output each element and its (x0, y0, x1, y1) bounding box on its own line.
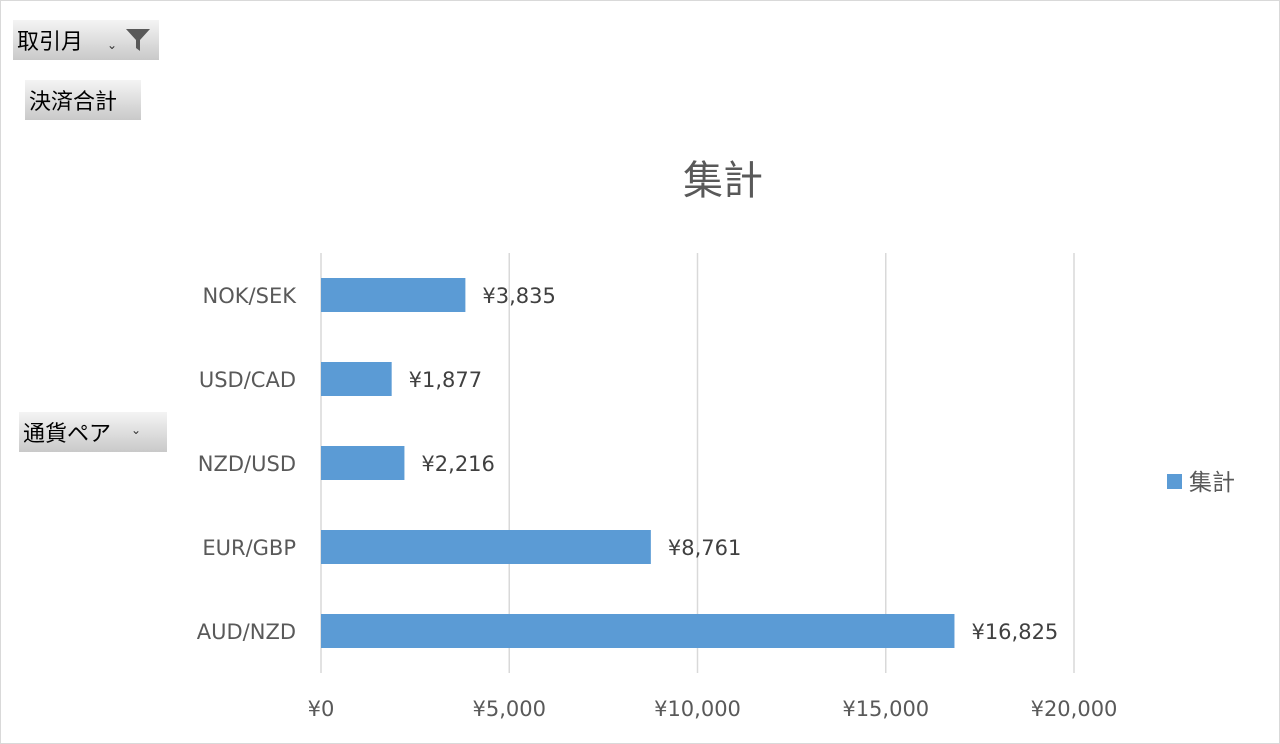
category-label: EUR/GBP (202, 536, 296, 560)
category-label: NOK/SEK (203, 284, 298, 308)
legend-swatch (1167, 474, 1182, 489)
filter-field-button[interactable]: 取引月 ⌄ (13, 20, 159, 60)
legend-label: 集計 (1189, 470, 1235, 496)
filter-funnel-icon (126, 29, 150, 51)
data-label: ¥2,216 (421, 452, 494, 476)
bar (321, 530, 651, 564)
x-tick-label: ¥15,000 (842, 697, 929, 721)
dropdown-arrow-icon: ⌄ (107, 38, 118, 52)
x-tick-label: ¥10,000 (654, 697, 741, 721)
chart-title: 集計 (683, 158, 763, 204)
axis-field-button[interactable]: 通貨ペア ⌄ (19, 412, 167, 452)
dropdown-arrow-icon: ⌄ (131, 423, 142, 437)
category-label: NZD/USD (198, 452, 296, 476)
bar (321, 446, 405, 480)
axis-field-label: 通貨ペア (23, 422, 112, 447)
bar (321, 614, 955, 648)
values-field-button[interactable]: 決済合計 (25, 80, 141, 120)
category-label: USD/CAD (199, 368, 296, 392)
filter-field-label: 取引月 (17, 30, 84, 55)
bar (321, 362, 392, 396)
x-tick-label: ¥0 (308, 697, 335, 721)
values-field-label: 決済合計 (29, 90, 118, 115)
bar (321, 278, 466, 312)
x-tick-label: ¥20,000 (1031, 697, 1118, 721)
category-label: AUD/NZD (197, 620, 296, 644)
data-label: ¥16,825 (971, 620, 1058, 644)
data-label: ¥8,761 (668, 536, 741, 560)
x-tick-label: ¥5,000 (473, 697, 546, 721)
data-label: ¥3,835 (482, 284, 555, 308)
data-label: ¥1,877 (409, 368, 482, 392)
